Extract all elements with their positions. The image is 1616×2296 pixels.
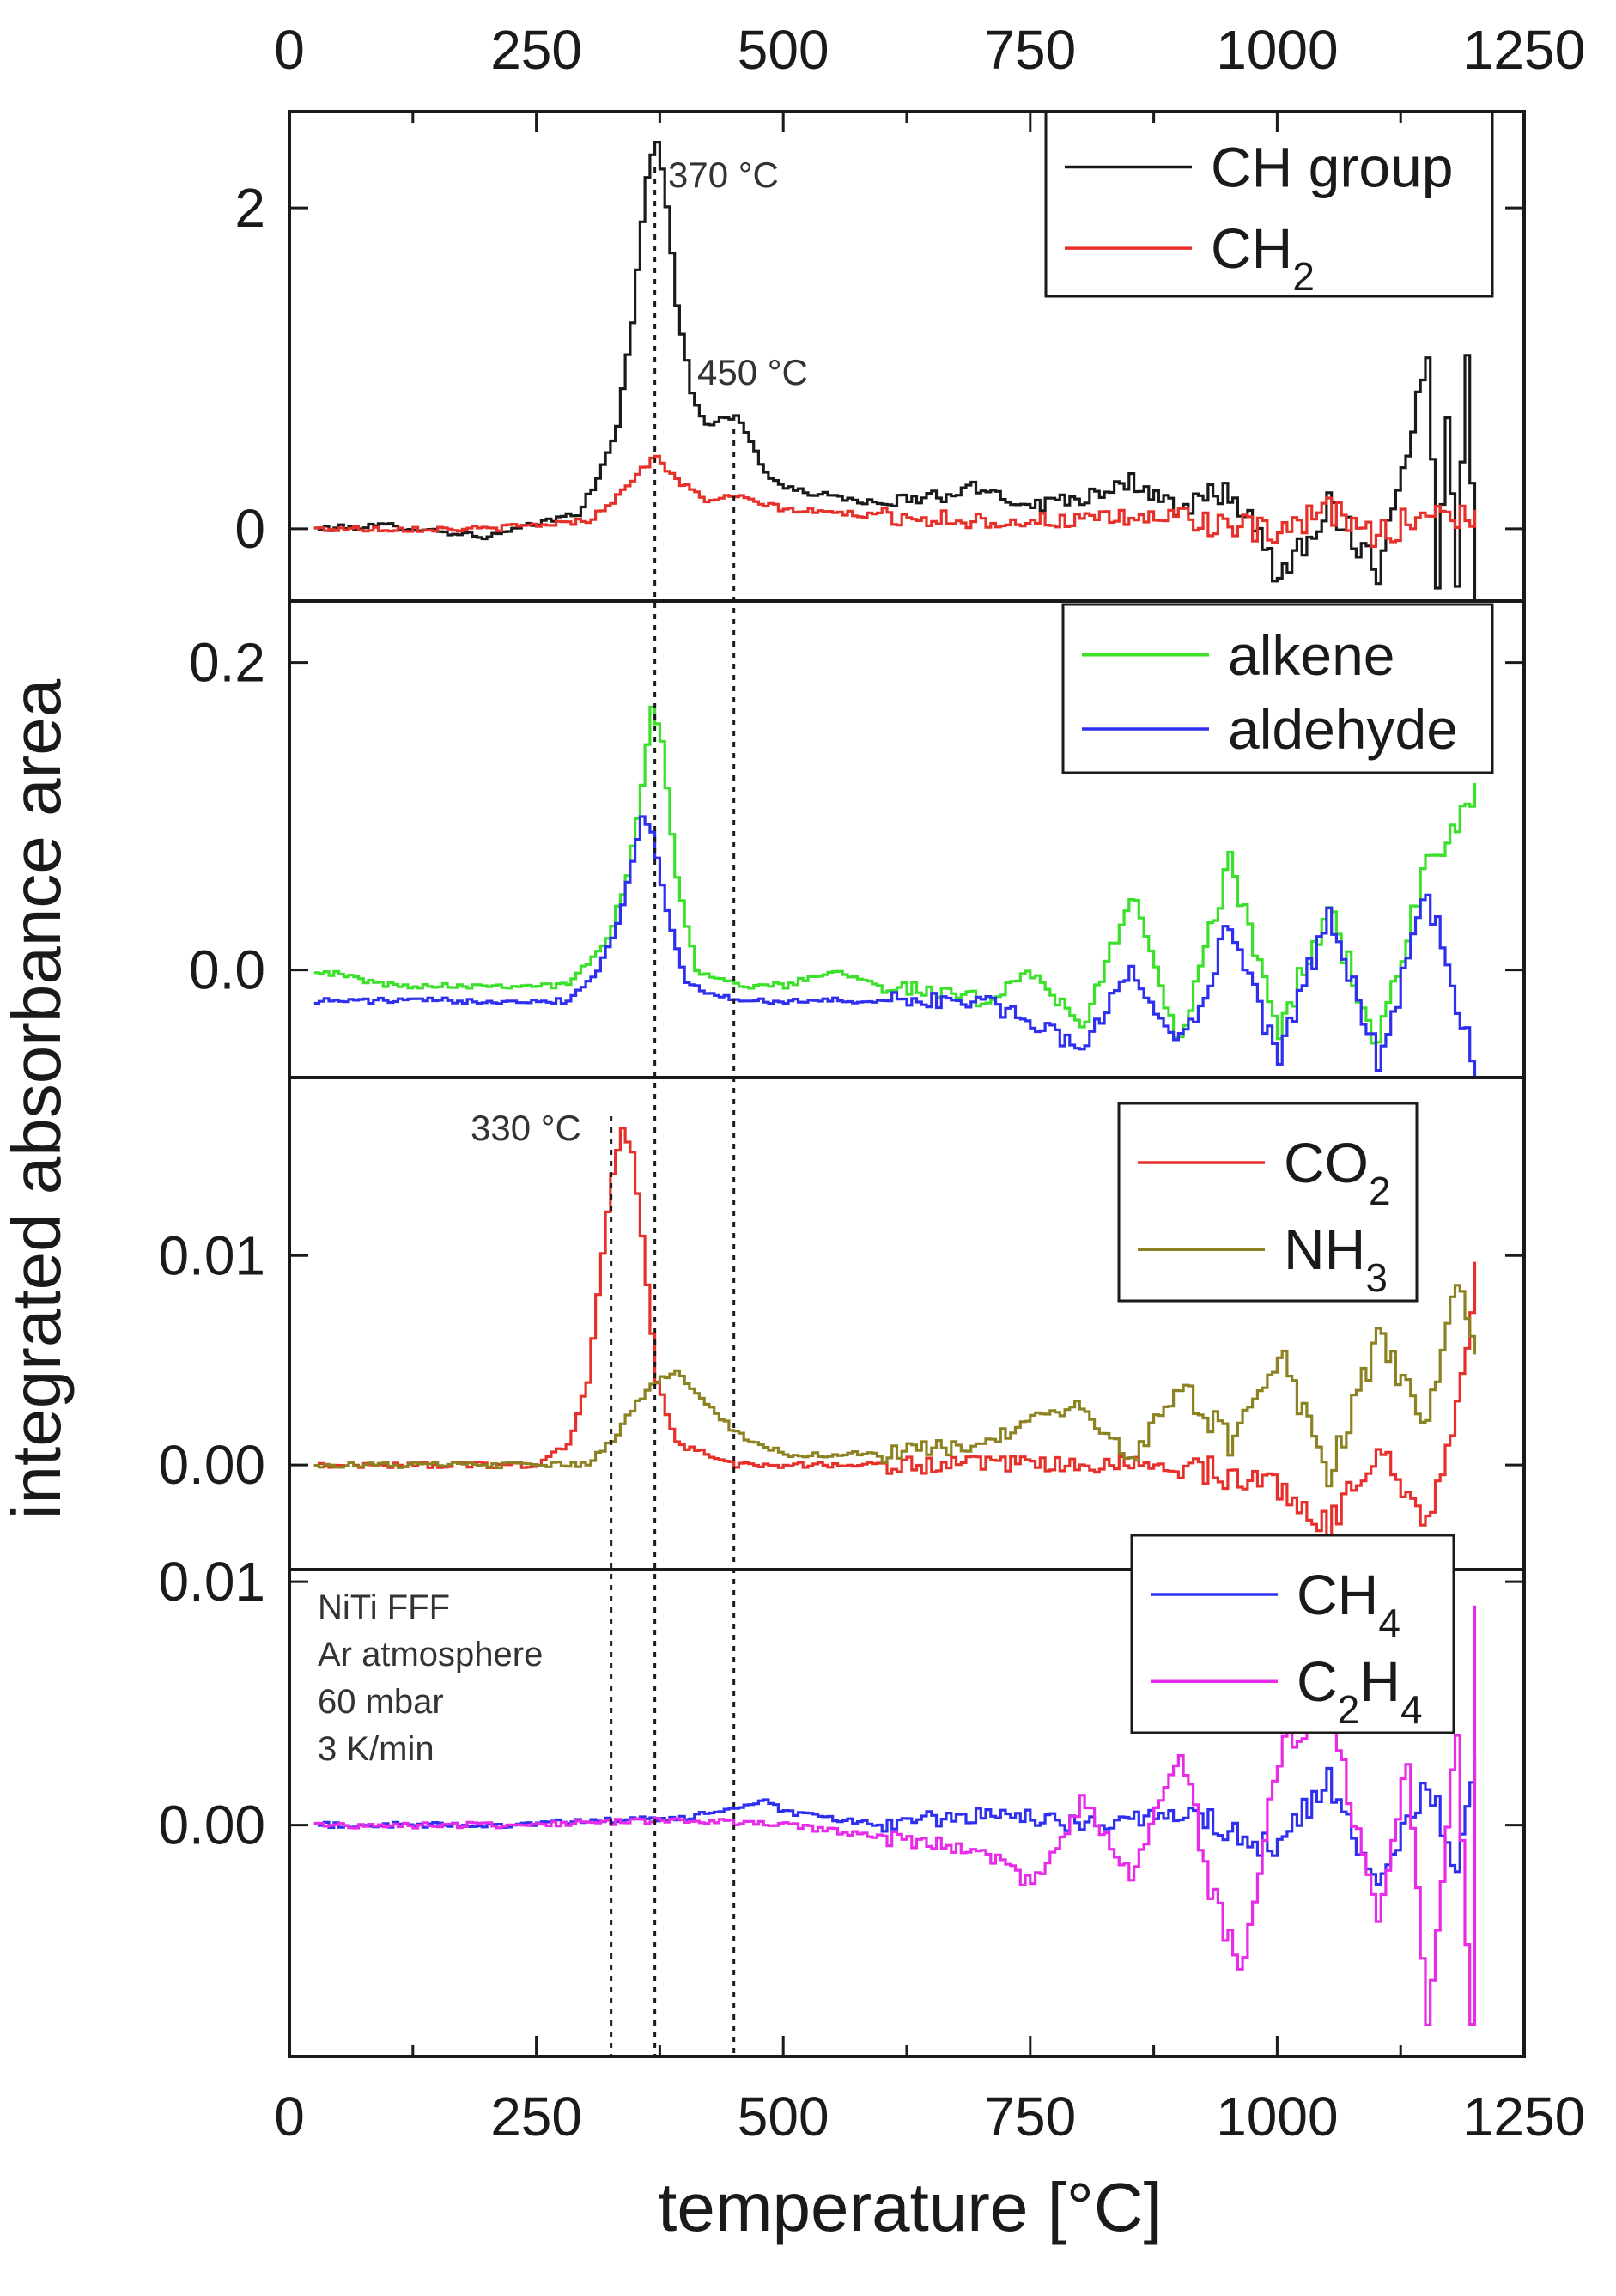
x-tick-label-bottom: 500 — [738, 2086, 829, 2147]
y-axis-title: integrated absorbance area — [0, 678, 75, 1519]
series-line-aldehyde — [313, 815, 1477, 1078]
annotation-330: 330 °C — [471, 1108, 581, 1148]
legend-label-c2h4: C2H4 — [1297, 1649, 1423, 1732]
legend-label-aldehyde: aldehyde — [1228, 697, 1458, 761]
series-line-ch-group — [313, 141, 1477, 601]
y-tick-label-p2: 0.2 — [189, 632, 265, 694]
x-tick-label-top: 250 — [490, 19, 582, 81]
y-tick-label-p4: 0.01 — [158, 1551, 265, 1613]
series-line-nh3 — [313, 1284, 1477, 1488]
x-tick-label-top: 1000 — [1216, 19, 1338, 81]
y-tick-label-p1: 2 — [234, 177, 265, 239]
legend-box-p4 — [1130, 1534, 1455, 1734]
note-pressure: 60 mbar — [318, 1683, 444, 1721]
legend-label-nh3: NH3 — [1284, 1218, 1388, 1300]
frame-layer: 0 2 CH group CH2 0.0 0.2 alkene aldehyde 0.00 0.0… — [158, 19, 1585, 2147]
x-tick-label-top: 1250 — [1463, 19, 1585, 81]
legend-label-ch-group: CH group — [1211, 136, 1453, 199]
note-atmosphere: Ar atmosphere — [318, 1636, 543, 1673]
note-sample: NiTi FFF — [318, 1588, 450, 1626]
legend-box-p2 — [1061, 603, 1494, 774]
series-line-co2 — [313, 1127, 1477, 1540]
note-heating-rate: 3 K/min — [318, 1730, 434, 1768]
y-tick-label-p3: 0.01 — [158, 1224, 265, 1286]
annotation-450: 450 °C — [697, 352, 808, 392]
x-tick-label-bottom: 250 — [490, 2086, 582, 2147]
x-tick-label-bottom: 1250 — [1463, 2086, 1585, 2147]
series-line-ch4 — [313, 1754, 1477, 1886]
x-tick-label-bottom: 1000 — [1216, 2086, 1338, 2147]
legend-label-ch2: CH2 — [1211, 216, 1315, 299]
series-line-c2h4 — [313, 1605, 1477, 2026]
x-axis-title: temperature [°C] — [658, 2169, 1163, 2245]
plot-layer — [313, 141, 1477, 2026]
legend-label-alkene: alkene — [1228, 623, 1395, 687]
legend-box-p3 — [1117, 1102, 1419, 1303]
legend-label-ch4: CH4 — [1297, 1563, 1400, 1645]
x-tick-label-top: 0 — [274, 19, 305, 81]
x-tick-label-top: 750 — [984, 19, 1076, 81]
y-tick-label-p2: 0.0 — [189, 939, 265, 1001]
legend-box-p1 — [1044, 110, 1494, 298]
y-tick-label-p1: 0 — [234, 498, 265, 560]
x-tick-label-bottom: 0 — [274, 2086, 305, 2147]
annotation-370: 370 °C — [668, 155, 779, 195]
y-tick-label-p3: 0.00 — [158, 1434, 265, 1496]
y-tick-label-p4: 0.00 — [158, 1795, 265, 1856]
series-line-alkene — [313, 705, 1477, 1045]
legend-label-co2: CO2 — [1284, 1131, 1391, 1213]
series-line-ch2 — [313, 454, 1477, 548]
x-tick-label-bottom: 750 — [984, 2086, 1076, 2147]
x-tick-label-top: 500 — [738, 19, 829, 81]
